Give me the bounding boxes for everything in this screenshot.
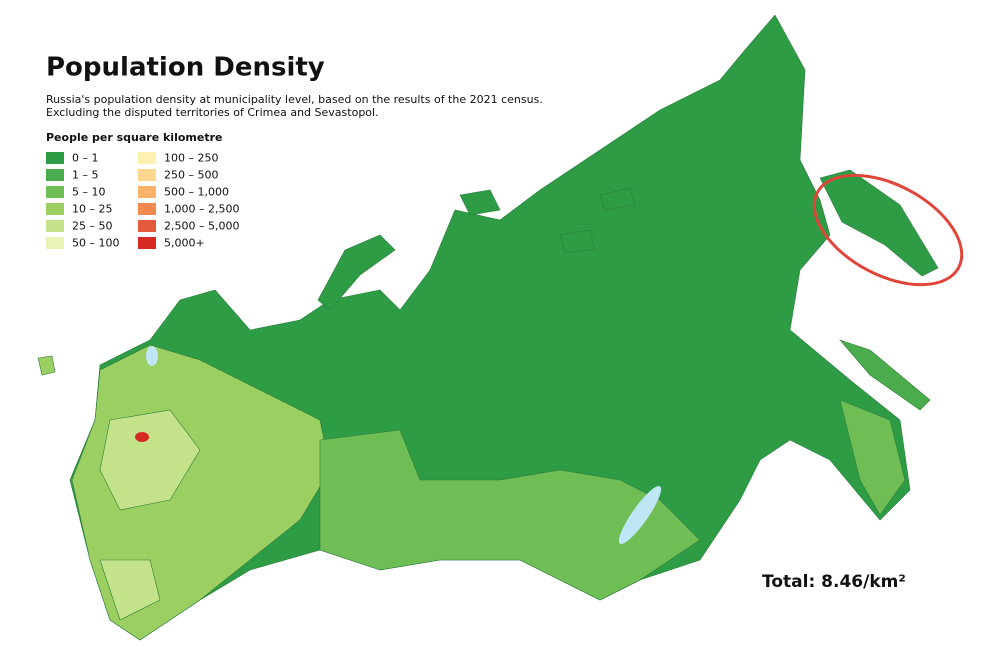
legend: 0 – 1 1 – 5 5 – 10 10 – 25 25 – 50 50 – 100 10… xyxy=(46,152,239,250)
legend-label: 5,000+ xyxy=(164,237,205,250)
legend-label: 5 – 10 xyxy=(72,186,106,199)
title: Population Density xyxy=(46,53,325,83)
legend-label: 500 – 1,000 xyxy=(164,186,229,199)
lake-ladoga xyxy=(146,346,158,366)
subtitle: Russia's population density at municipal… xyxy=(46,93,543,106)
legend-swatch xyxy=(138,152,156,164)
legend-label: 0 – 1 xyxy=(72,152,99,165)
legend-label: 1 – 5 xyxy=(72,169,99,182)
sakhalin xyxy=(839,339,931,411)
legend-swatch xyxy=(138,203,156,215)
legend-swatch xyxy=(138,220,156,232)
legend-title: People per square kilometre xyxy=(46,131,222,144)
legend-label: 25 – 50 xyxy=(72,220,113,233)
legend-swatch xyxy=(138,237,156,249)
legend-swatch xyxy=(138,186,156,198)
total: Total: 8.46/km² xyxy=(762,572,906,592)
islands xyxy=(459,187,636,253)
legend-swatch xyxy=(46,169,64,181)
legend-swatch xyxy=(46,203,64,215)
legend-label: 2,500 – 5,000 xyxy=(164,220,239,233)
map xyxy=(37,14,939,641)
kaliningrad xyxy=(37,355,56,376)
far-east-patch xyxy=(839,399,906,516)
highlight-ellipse xyxy=(812,173,964,287)
novaya-zemlya xyxy=(317,234,396,311)
legend-label: 50 – 100 xyxy=(72,237,120,250)
siberia-south xyxy=(319,429,701,601)
legend-swatch xyxy=(46,152,64,164)
legend-swatch xyxy=(46,220,64,232)
legend-swatch xyxy=(138,169,156,181)
legend-label: 250 – 500 xyxy=(164,169,218,182)
legend-label: 100 – 250 xyxy=(164,152,218,165)
kamchatka xyxy=(819,169,939,277)
urban-patches xyxy=(99,409,201,621)
legend-swatch xyxy=(46,186,64,198)
moscow xyxy=(135,432,149,442)
subtitle: Excluding the disputed territories of Cr… xyxy=(46,106,379,119)
legend-swatch xyxy=(46,237,64,249)
legend-label: 1,000 – 2,500 xyxy=(164,203,239,216)
legend-label: 10 – 25 xyxy=(72,203,113,216)
lake-baikal xyxy=(618,485,662,545)
